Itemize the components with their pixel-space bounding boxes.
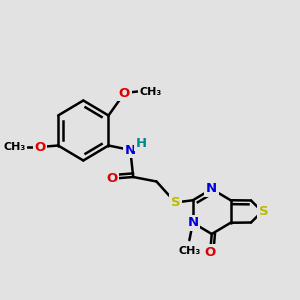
Text: CH₃: CH₃ xyxy=(3,142,26,152)
Text: CH₃: CH₃ xyxy=(139,86,161,97)
Text: N: N xyxy=(125,143,136,157)
Text: O: O xyxy=(106,172,118,185)
Text: CH₃: CH₃ xyxy=(178,245,200,256)
Text: S: S xyxy=(259,205,268,218)
Text: O: O xyxy=(119,86,130,100)
Text: N: N xyxy=(206,182,217,196)
Text: N: N xyxy=(187,216,198,229)
Text: S: S xyxy=(171,196,180,209)
Text: O: O xyxy=(34,140,46,154)
Text: H: H xyxy=(136,137,147,150)
Text: O: O xyxy=(205,245,216,259)
